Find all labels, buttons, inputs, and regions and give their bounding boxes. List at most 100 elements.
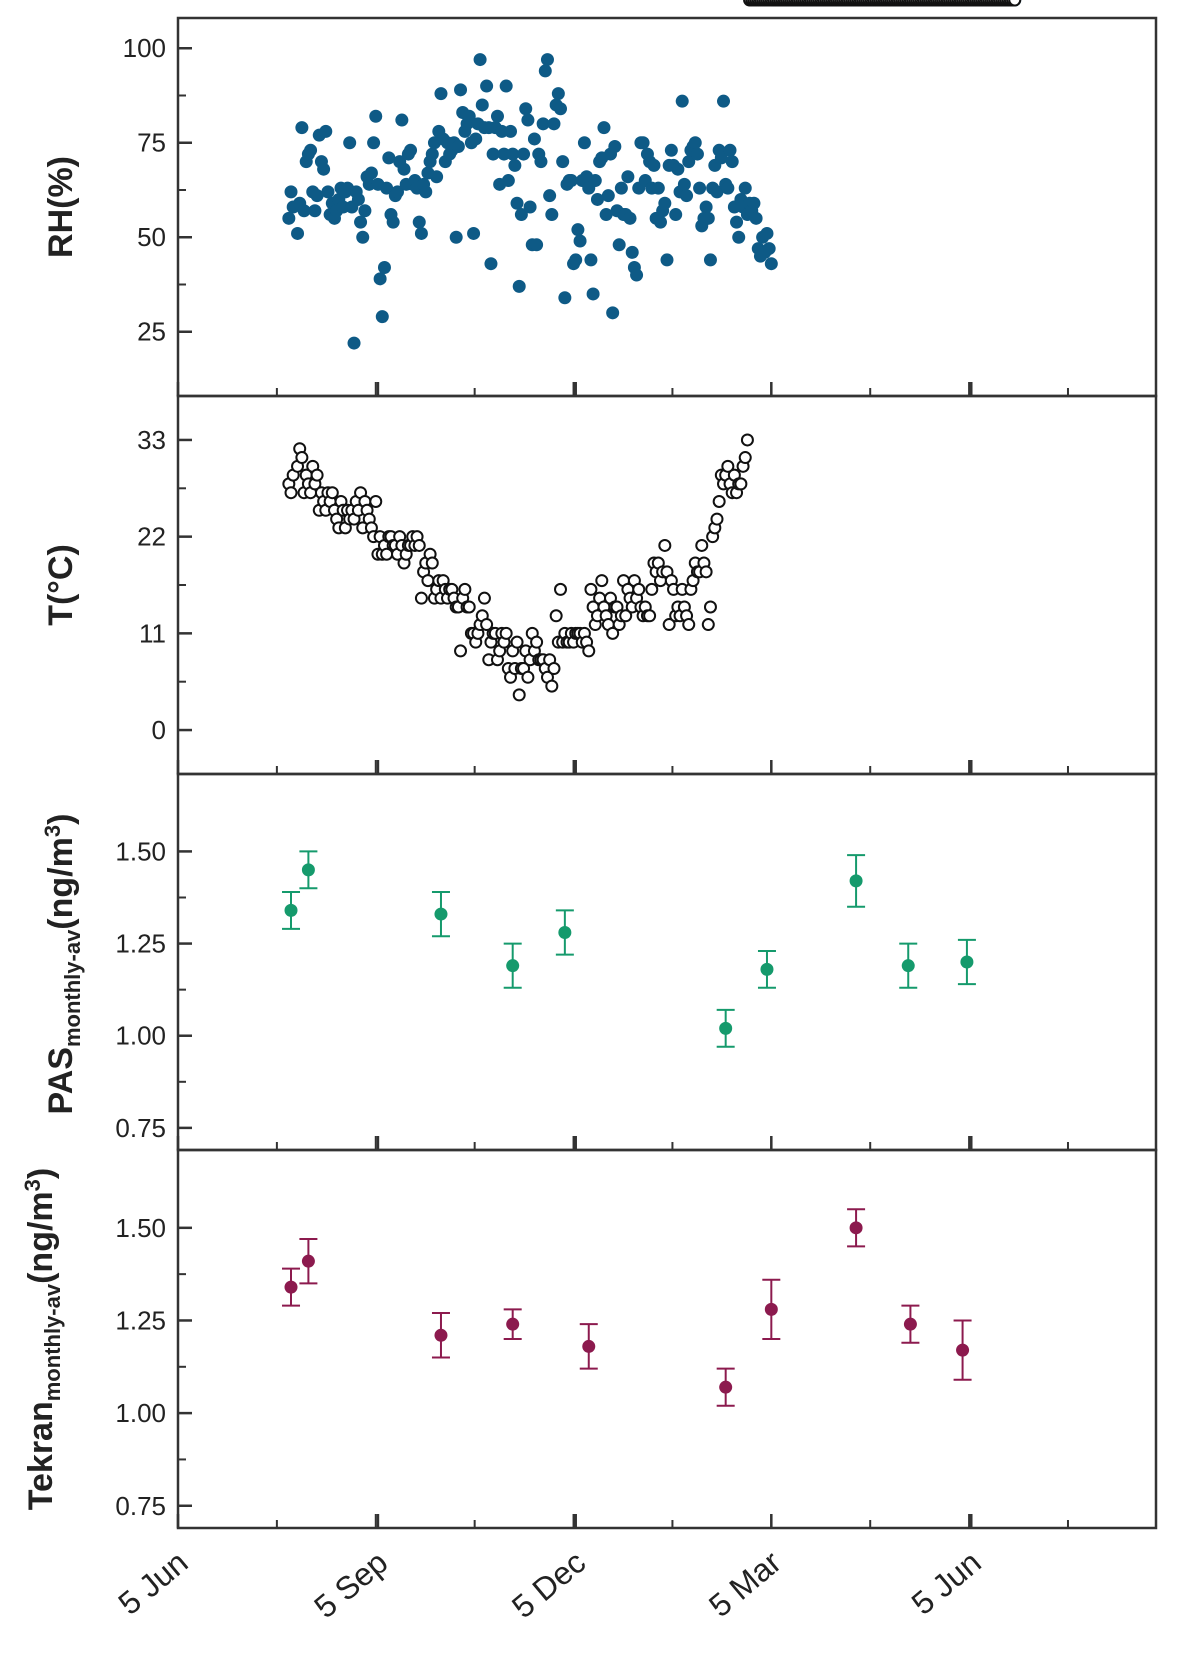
data-point — [606, 626, 620, 640]
data-point — [538, 64, 552, 78]
data-point — [490, 109, 504, 123]
y-tick-label: 50 — [137, 222, 166, 252]
data-point — [284, 185, 298, 199]
data-point — [558, 291, 572, 305]
data-point — [671, 162, 685, 176]
data-point — [699, 200, 713, 214]
y-tick-label: 0.75 — [115, 1113, 166, 1143]
data-point — [397, 162, 411, 176]
y-tick-label: 1.25 — [115, 1305, 166, 1335]
data-point — [317, 162, 331, 176]
data-point — [284, 1280, 298, 1294]
data-point — [321, 185, 335, 199]
data-point — [721, 459, 735, 473]
data-point — [732, 230, 746, 244]
data-point — [530, 635, 544, 649]
y-tick-label: 1.00 — [115, 1021, 166, 1051]
data-point — [903, 1317, 917, 1331]
x-tick-label: 5 Jun — [111, 1544, 194, 1622]
data-point — [373, 272, 387, 286]
data-point — [740, 433, 754, 447]
data-point — [703, 600, 717, 614]
data-point — [414, 591, 428, 605]
data-point — [534, 155, 548, 169]
data-point — [664, 143, 678, 157]
data-point — [619, 609, 633, 623]
data-point — [738, 451, 752, 465]
pas-label-sub: monthly-av — [60, 929, 85, 1047]
data-point — [543, 189, 557, 203]
data-point — [849, 874, 863, 888]
data-point — [721, 181, 735, 195]
data-point — [636, 136, 650, 150]
pas-label-sup: 3 — [40, 825, 65, 837]
data-point — [421, 574, 435, 588]
data-point — [540, 53, 554, 67]
temperature-axis-label: T(°C) — [42, 544, 80, 626]
data-point — [849, 1221, 863, 1235]
data-point — [632, 582, 646, 596]
data-point — [521, 113, 535, 127]
data-point — [760, 962, 774, 976]
data-point — [501, 174, 515, 188]
data-point — [343, 136, 357, 150]
data-point — [310, 189, 324, 203]
data-point — [547, 662, 561, 676]
data-point — [760, 226, 774, 240]
data-point — [747, 196, 761, 210]
data-point — [354, 215, 368, 229]
data-point — [669, 208, 683, 222]
data-point — [571, 223, 585, 237]
data-point — [586, 287, 600, 301]
data-point — [282, 211, 296, 225]
data-point — [588, 174, 602, 188]
data-point — [662, 618, 676, 632]
data-point — [699, 565, 713, 579]
data-point — [284, 903, 298, 917]
data-point — [608, 140, 622, 154]
panel-rh-ticks: 25 50 75 100 — [123, 33, 1069, 396]
data-point — [449, 230, 463, 244]
data-point — [660, 253, 674, 267]
data-point — [556, 155, 570, 169]
data-point — [701, 211, 715, 225]
data-point — [536, 117, 550, 131]
data-point — [601, 189, 615, 203]
data-point — [419, 185, 433, 199]
data-point — [712, 494, 726, 508]
data-point — [621, 170, 635, 184]
data-point — [506, 1317, 520, 1331]
data-point — [545, 679, 559, 693]
data-point — [351, 192, 365, 206]
data-point — [690, 147, 704, 161]
data-point — [723, 143, 737, 157]
data-point — [475, 98, 489, 112]
data-point — [658, 538, 672, 552]
pas-label-unit: (ng/m — [42, 837, 80, 930]
data-point — [512, 279, 526, 293]
data-point — [454, 83, 468, 97]
panel-pas-points — [282, 850, 976, 1048]
pas-label-end: ) — [42, 814, 80, 825]
data-point — [469, 132, 483, 146]
panel-pas-frame — [176, 772, 1158, 1152]
tekran-label-unit: (ng/m — [22, 1191, 60, 1284]
data-point — [595, 574, 609, 588]
pas-axis-label: PASmonthly-av(ng/m3) — [40, 814, 85, 1115]
data-point — [517, 147, 531, 161]
data-point — [430, 170, 444, 184]
data-point — [901, 959, 915, 973]
data-point — [467, 226, 481, 240]
x-axis: 5 Jun 5 Sep 5 Dec 5 Mar 5 Jun — [111, 1544, 987, 1626]
data-point — [412, 538, 426, 552]
data-point — [645, 582, 659, 596]
data-point — [375, 310, 389, 324]
data-point — [462, 109, 476, 123]
data-point — [369, 494, 383, 508]
data-point — [291, 226, 305, 240]
y-tick-label: 11 — [139, 618, 166, 648]
data-point — [297, 204, 311, 218]
data-point — [514, 208, 528, 222]
data-point — [480, 618, 494, 632]
data-point — [710, 185, 724, 199]
